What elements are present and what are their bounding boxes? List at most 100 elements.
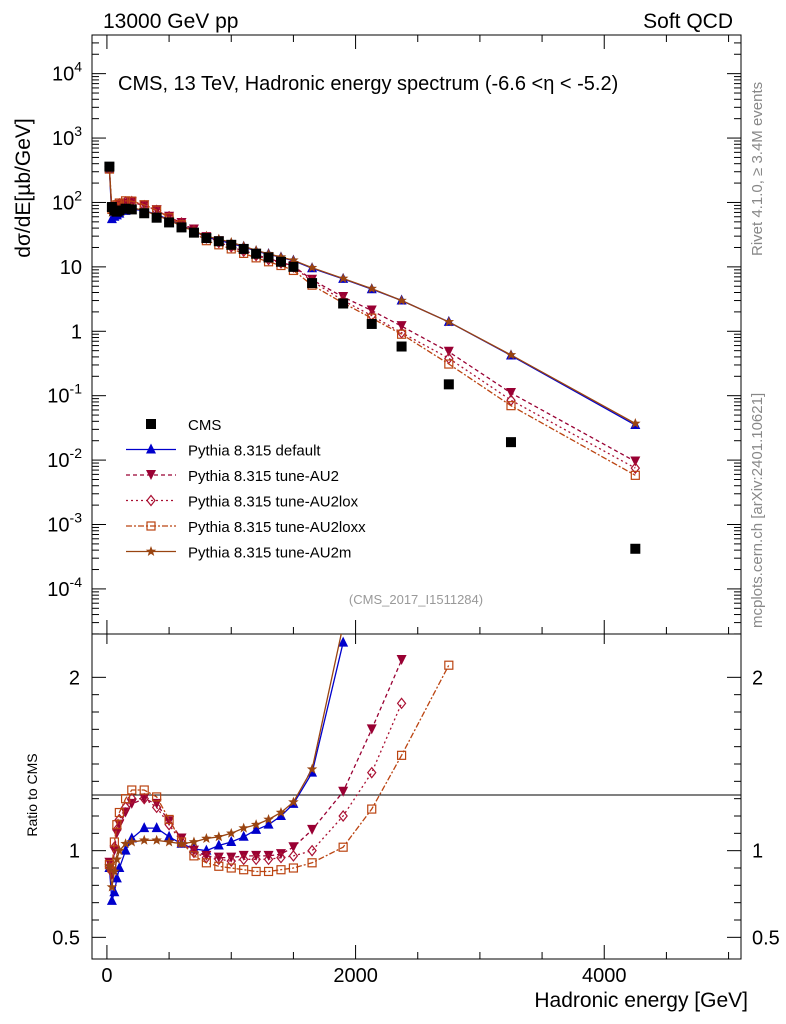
y-tick-label: 10-2	[47, 445, 82, 472]
tick-exponent: -4	[70, 574, 83, 590]
ratio-point-au2lox	[151, 801, 162, 814]
legend-label-au2m: Pythia 8.315 tune-AU2m	[188, 545, 351, 562]
side-text-upper: Rivet 4.1.0, ≥ 3.4M events	[749, 82, 766, 256]
ratio-point-au2lox	[338, 810, 348, 822]
ratio-point-au2m	[106, 881, 118, 892]
point-au2	[505, 388, 516, 399]
ratio-point-au2m	[176, 838, 187, 849]
point-cms	[213, 236, 224, 247]
header-right: Soft QCD	[643, 10, 733, 33]
ratio-point-au2lox	[114, 813, 125, 826]
point-cms	[201, 233, 212, 244]
ratio-point-default	[114, 862, 125, 872]
point-cms	[251, 248, 262, 259]
ratio-point-au2loxx	[139, 785, 149, 795]
ratio-point-au2loxx	[214, 861, 224, 871]
ratio-point-au2	[201, 850, 212, 861]
ratio-point-au2loxx	[109, 837, 119, 847]
point-cms	[226, 239, 237, 250]
point-cms	[188, 227, 199, 238]
point-cms	[263, 252, 274, 263]
legend-label-au2loxx: Pythia 8.315 tune-AU2loxx	[188, 519, 366, 536]
ratio-point-au2loxx	[201, 858, 211, 868]
x-tick-label: 0	[101, 965, 112, 987]
ratio-tick-label-left: 0.5	[52, 927, 80, 949]
ratio-point-au2	[288, 842, 299, 853]
tick-exponent: 3	[74, 123, 82, 139]
ratio-point-au2m	[138, 834, 150, 845]
ratio-point-default	[164, 830, 175, 841]
point-cms	[176, 222, 187, 233]
ratio-point-au2loxx	[239, 865, 249, 875]
series-line-au2m	[108, 168, 636, 425]
ratio-point-au2	[307, 824, 318, 835]
legend-marker-cms	[146, 419, 156, 429]
ratio-series-group	[104, 634, 454, 905]
tick-exponent: 4	[74, 59, 82, 75]
point-au2	[630, 456, 641, 467]
point-au2loxx	[506, 401, 516, 411]
ratio-point-au2loxx	[276, 865, 286, 875]
point-cms	[139, 208, 150, 219]
point-au2m	[505, 349, 517, 360]
ratio-point-default	[263, 818, 274, 829]
point-au2loxx	[396, 329, 407, 339]
x-tick-label: 4000	[582, 965, 627, 987]
point-cms	[307, 278, 318, 289]
point-au2m	[337, 272, 349, 283]
ratio-point-au2m	[188, 836, 200, 847]
ratio-point-au2lox	[251, 853, 261, 866]
point-cms	[630, 543, 641, 554]
point-au2lox	[630, 462, 641, 475]
point-cms	[114, 205, 125, 216]
point-cms	[104, 161, 115, 172]
ratio-point-au2loxx	[263, 866, 274, 877]
ratio-point-default	[120, 844, 131, 855]
tick-exponent: -1	[70, 381, 83, 397]
ratio-point-au2loxx	[288, 863, 299, 873]
ratio-line-au2lox	[108, 703, 403, 874]
ratio-point-au2m	[288, 796, 299, 807]
main-panel: CMS, 13 TeV, Hadronic energy spectrum (-…	[47, 34, 742, 635]
ratio-point-au2loxx	[338, 842, 348, 852]
ratio-tick-label-left: 2	[69, 667, 80, 689]
ratio-point-au2loxx	[307, 858, 317, 868]
ratio-point-au2m	[104, 860, 115, 871]
point-au2	[396, 321, 407, 332]
ratio-panel: 0.5 0.5 1 1 2 2	[52, 633, 780, 960]
x-tick-label: 2000	[333, 965, 378, 987]
ratio-point-au2m	[120, 838, 131, 849]
x-axis-title: Hadronic energy [GeV]	[534, 989, 748, 1012]
ratio-point-default	[251, 823, 262, 834]
ratio-point-au2	[226, 852, 237, 863]
ratio-point-au2m	[238, 822, 249, 833]
ratio-point-au2lox	[139, 792, 149, 805]
legend-label-au2lox: Pythia 8.315 tune-AU2lox	[188, 494, 359, 511]
y-tick-label: 10-4	[47, 574, 82, 601]
ratio-point-au2m	[114, 845, 125, 856]
legend-marker-au2m	[145, 546, 157, 556]
ratio-line-au2m	[108, 634, 342, 888]
ratio-point-default	[338, 636, 349, 647]
legend-marker-au2loxx	[146, 521, 156, 531]
ratio-point-au2m	[263, 813, 274, 824]
point-cms	[443, 379, 454, 390]
point-au2m	[443, 316, 455, 327]
series-line-default	[108, 169, 636, 426]
ratio-point-default	[151, 822, 162, 833]
ratio-line-au2loxx	[108, 664, 450, 873]
ratio-tick-label-left: 1	[69, 841, 80, 863]
legend-marker-au2lox	[146, 494, 156, 507]
ratio-point-au2lox	[288, 849, 299, 862]
point-au2m	[288, 254, 299, 265]
tick-exponent: 2	[74, 187, 82, 203]
point-au2m	[275, 251, 287, 262]
ratio-point-au2loxx	[444, 660, 454, 670]
point-cms	[126, 204, 137, 215]
ratio-point-au2lox	[366, 766, 377, 779]
point-au2m	[630, 418, 641, 428]
ratio-point-au2loxx	[152, 792, 162, 802]
point-au2loxx	[630, 470, 640, 480]
y-tick-label: 10	[60, 257, 82, 279]
ratio-point-au2lox	[276, 851, 286, 864]
